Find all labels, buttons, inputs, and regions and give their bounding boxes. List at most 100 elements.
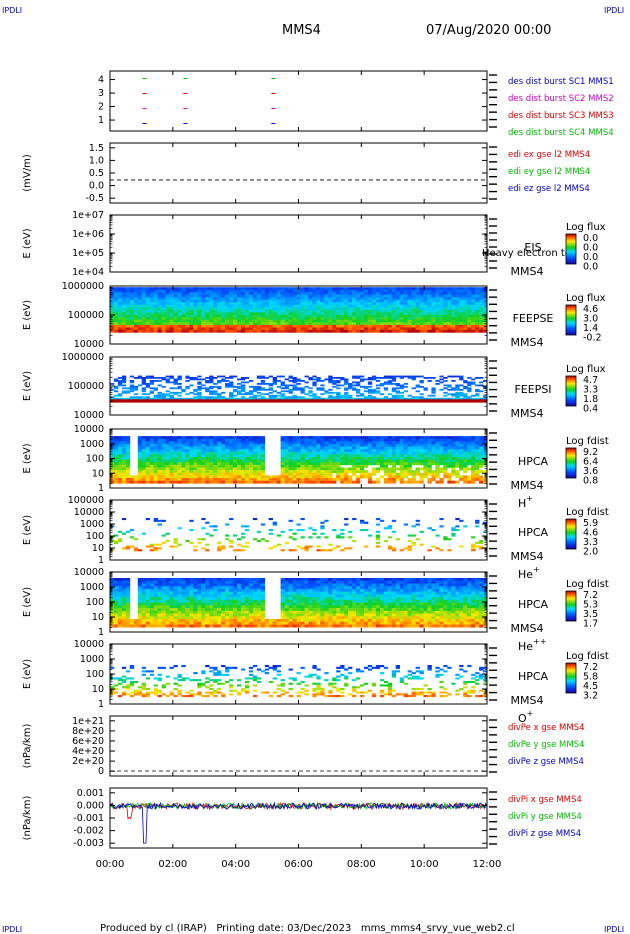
heatmap-cell: [241, 388, 246, 391]
heatmap-cell: [387, 536, 393, 539]
heatmap-cell: [308, 454, 313, 458]
heatmap-cell: [312, 443, 317, 447]
heatmap-cell: [336, 451, 341, 455]
heatmap-cell: [177, 387, 182, 390]
heatmap-cell: [352, 377, 357, 379]
heatmap-cell: [280, 387, 285, 390]
heatmap-cell: [114, 583, 119, 587]
heatmap-cell: [233, 454, 238, 458]
heatmap-cell: [185, 451, 190, 455]
heatmap-cell: [288, 287, 293, 290]
heatmap-cell: [181, 400, 186, 403]
heatmap-cell: [213, 324, 218, 328]
heatmap-cell: [340, 319, 345, 323]
heatmap-cell: [201, 451, 206, 455]
heatmap-cell: [399, 457, 404, 460]
heatmap-cell: [356, 302, 361, 305]
heatmap-cell: [320, 443, 325, 447]
heatmap-cell: [399, 478, 404, 481]
heatmap-cell: [443, 327, 448, 331]
heatmap-cell: [316, 287, 321, 290]
heatmap-cell: [308, 319, 313, 323]
heatmap-cell: [383, 400, 389, 403]
heatmap-cell: [344, 518, 349, 521]
heatmap-cell: [407, 443, 412, 447]
heatmap-cell: [407, 314, 412, 318]
heatmap-cell: [407, 292, 412, 295]
heatmap-cell: [451, 314, 456, 318]
heatmap-cell: [427, 462, 432, 466]
heatmap-cell: [316, 536, 321, 539]
heatmap-cell: [399, 472, 404, 476]
heatmap-cell: [244, 529, 250, 532]
heatmap-cell: [256, 307, 262, 311]
heatmap-cell: [371, 319, 377, 323]
heatmap-cell: [165, 294, 170, 298]
heatmap-cell: [324, 459, 329, 463]
heatmap-cell: [467, 443, 472, 447]
heatmap-cell: [296, 449, 301, 453]
heatmap-cell: [233, 397, 238, 400]
heatmap-cell: [431, 443, 436, 447]
heatmap-cell: [256, 391, 262, 394]
heatmap-cell: [447, 451, 452, 455]
heatmap-cell: [213, 399, 218, 402]
heatmap-cell: [344, 459, 349, 463]
heatmap-cell: [395, 322, 400, 326]
heatmap-cell: [145, 478, 150, 481]
heatmap-cell: [360, 319, 365, 323]
heatmap-cell: [201, 457, 206, 460]
heatmap-cell: [125, 322, 131, 326]
heatmap-cell: [213, 299, 218, 303]
heatmap-cell: [435, 327, 440, 331]
heatmap-cell: [244, 329, 250, 333]
heatmap-cell: [419, 289, 424, 293]
heatmap-cell: [395, 314, 400, 318]
heatmap-cell: [229, 307, 234, 311]
heatmap-cell: [141, 312, 146, 316]
heatmap-cell: [217, 470, 222, 474]
heatmap-cell: [415, 454, 420, 458]
heatmap-cell: [391, 304, 397, 308]
heatmap-cell: [423, 294, 428, 298]
heatmap-cell: [324, 317, 329, 321]
heatmap-cell: [213, 446, 218, 450]
panel-content: [110, 436, 488, 484]
heatmap-cell: [185, 459, 190, 463]
heatmap-cell: [328, 438, 333, 442]
panel-content: [110, 287, 488, 333]
heatmap-cell: [129, 397, 135, 400]
heatmap-cell: [177, 438, 182, 442]
heatmap-cell: [272, 319, 277, 323]
heatmap-cell: [407, 545, 412, 548]
heatmap-cell: [292, 380, 297, 382]
heatmap-cell: [280, 451, 285, 455]
heatmap-cell: [332, 459, 337, 463]
heatmap-cell: [423, 472, 428, 476]
heatmap-cell: [221, 480, 226, 484]
heatmap-cell: [125, 597, 131, 601]
heatmap-cell: [395, 319, 400, 323]
heatmap-cell: [483, 292, 488, 295]
heatmap-cell: [181, 436, 186, 439]
heatmap-cell: [427, 309, 432, 313]
heatmap-cell: [360, 443, 365, 447]
heatmap-cell: [403, 390, 408, 393]
heatmap-cell: [364, 319, 369, 323]
heatmap-cell: [316, 322, 321, 326]
heatmap-cell: [308, 292, 313, 295]
heatmap-cell: [114, 451, 119, 455]
heatmap-cell: [284, 441, 289, 445]
heatmap-cell: [157, 380, 162, 382]
heatmap-cell: [356, 314, 361, 318]
heatmap-cell: [169, 462, 174, 466]
heatmap-cell: [324, 480, 329, 484]
heatmap-cell: [300, 529, 305, 532]
heatmap-cell: [471, 536, 476, 539]
heatmap-cell: [296, 396, 301, 399]
heatmap-cell: [268, 299, 273, 303]
heatmap-cell: [137, 441, 143, 445]
heatmap-cell: [248, 467, 254, 471]
heatmap-cell: [121, 314, 127, 318]
heatmap-cell: [110, 436, 115, 439]
